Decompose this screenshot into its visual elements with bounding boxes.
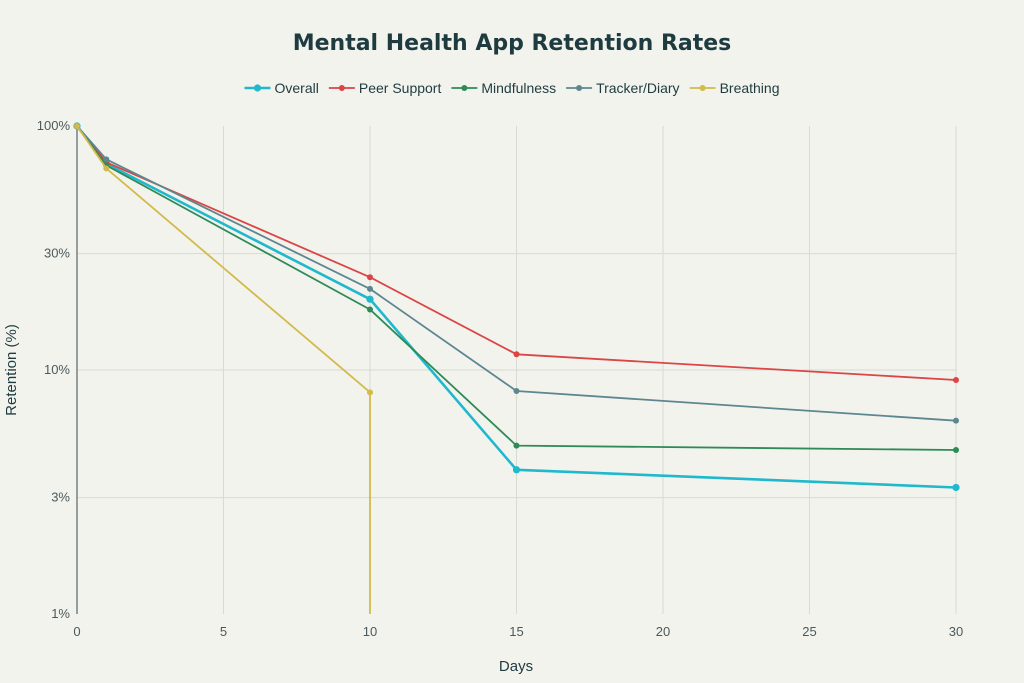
axes: 0 5 10 15 20 25 30 1% 3% 10% 30% 100% — [37, 118, 963, 639]
y-tick-label: 3% — [51, 490, 70, 505]
y-tick-label: 1% — [51, 606, 70, 621]
x-tick-label: 10 — [363, 624, 377, 639]
legend-marker — [699, 85, 706, 91]
y-tick-label: 30% — [44, 246, 70, 261]
legend-item: Mindfulness — [451, 80, 556, 96]
y-tick-label: 100% — [37, 118, 71, 133]
grid — [77, 126, 957, 614]
y-tick-label: 10% — [44, 362, 70, 377]
data-point — [513, 442, 520, 449]
x-tick-label: 15 — [509, 624, 523, 639]
legend-label: Mindfulness — [481, 80, 556, 96]
legend-marker — [253, 84, 262, 92]
legend-item: Overall — [244, 80, 319, 96]
chart-title: Mental Health App Retention Rates — [293, 31, 732, 56]
x-tick-label: 25 — [802, 624, 816, 639]
legend-item: Breathing — [689, 80, 780, 96]
x-axis-title: Days — [499, 658, 533, 675]
series-4 — [74, 123, 373, 614]
data-point — [367, 389, 373, 396]
y-axis-title: Retention (%) — [3, 324, 20, 416]
data-point — [103, 165, 110, 172]
data-point — [103, 156, 110, 163]
data-point — [367, 274, 373, 281]
legend-marker — [461, 85, 468, 91]
x-tick-label: 0 — [73, 624, 80, 639]
data-point — [953, 447, 959, 454]
data-point — [513, 351, 520, 358]
data-point — [367, 285, 373, 292]
series-line — [76, 125, 371, 614]
data-point — [366, 295, 374, 303]
data-point — [74, 123, 80, 129]
series-group — [73, 122, 960, 614]
data-point — [512, 466, 521, 474]
data-point — [953, 417, 959, 424]
data-point — [513, 388, 520, 395]
data-point — [367, 306, 373, 313]
legend-label: Peer Support — [359, 80, 442, 96]
legend: Overall Peer Support Mindfulness Tracker/Di… — [244, 80, 780, 96]
legend-label: Overall — [275, 80, 319, 96]
legend-label: Breathing — [720, 80, 780, 96]
legend-item: Peer Support — [328, 80, 442, 96]
x-tick-label: 20 — [656, 624, 670, 639]
x-tick-label: 5 — [220, 624, 227, 639]
data-point — [953, 376, 959, 383]
legend-marker — [576, 85, 583, 91]
data-point — [952, 483, 960, 492]
x-tick-label: 30 — [949, 624, 963, 639]
legend-label: Tracker/Diary — [596, 80, 680, 96]
legend-item: Tracker/Diary — [566, 80, 680, 96]
legend-marker — [338, 85, 345, 91]
